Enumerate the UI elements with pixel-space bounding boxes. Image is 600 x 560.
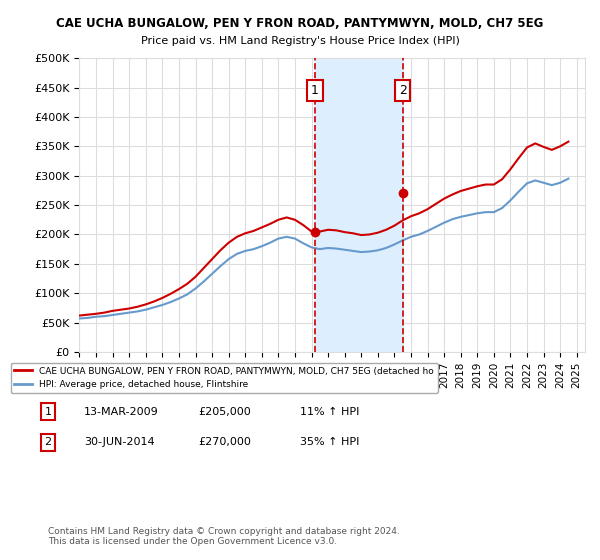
Text: 11% ↑ HPI: 11% ↑ HPI (300, 407, 359, 417)
Bar (315, 58, 403, 352)
Text: 30-JUN-2014: 30-JUN-2014 (84, 437, 155, 447)
Text: £205,000: £205,000 (198, 407, 251, 417)
Text: Contains HM Land Registry data © Crown copyright and database right 2024.
This d: Contains HM Land Registry data © Crown c… (48, 526, 400, 546)
Text: 2: 2 (44, 437, 52, 447)
Text: 2: 2 (399, 84, 407, 97)
Text: Price paid vs. HM Land Registry's House Price Index (HPI): Price paid vs. HM Land Registry's House … (140, 36, 460, 46)
Text: 13-MAR-2009: 13-MAR-2009 (84, 407, 159, 417)
Text: CAE UCHA BUNGALOW, PEN Y FRON ROAD, PANTYMWYN, MOLD, CH7 5EG: CAE UCHA BUNGALOW, PEN Y FRON ROAD, PANT… (56, 17, 544, 30)
Text: 35% ↑ HPI: 35% ↑ HPI (300, 437, 359, 447)
Legend: CAE UCHA BUNGALOW, PEN Y FRON ROAD, PANTYMWYN, MOLD, CH7 5EG (detached ho, HPI: : CAE UCHA BUNGALOW, PEN Y FRON ROAD, PANT… (11, 363, 438, 393)
Text: 1: 1 (311, 84, 319, 97)
Text: £270,000: £270,000 (198, 437, 251, 447)
Text: 1: 1 (44, 407, 52, 417)
